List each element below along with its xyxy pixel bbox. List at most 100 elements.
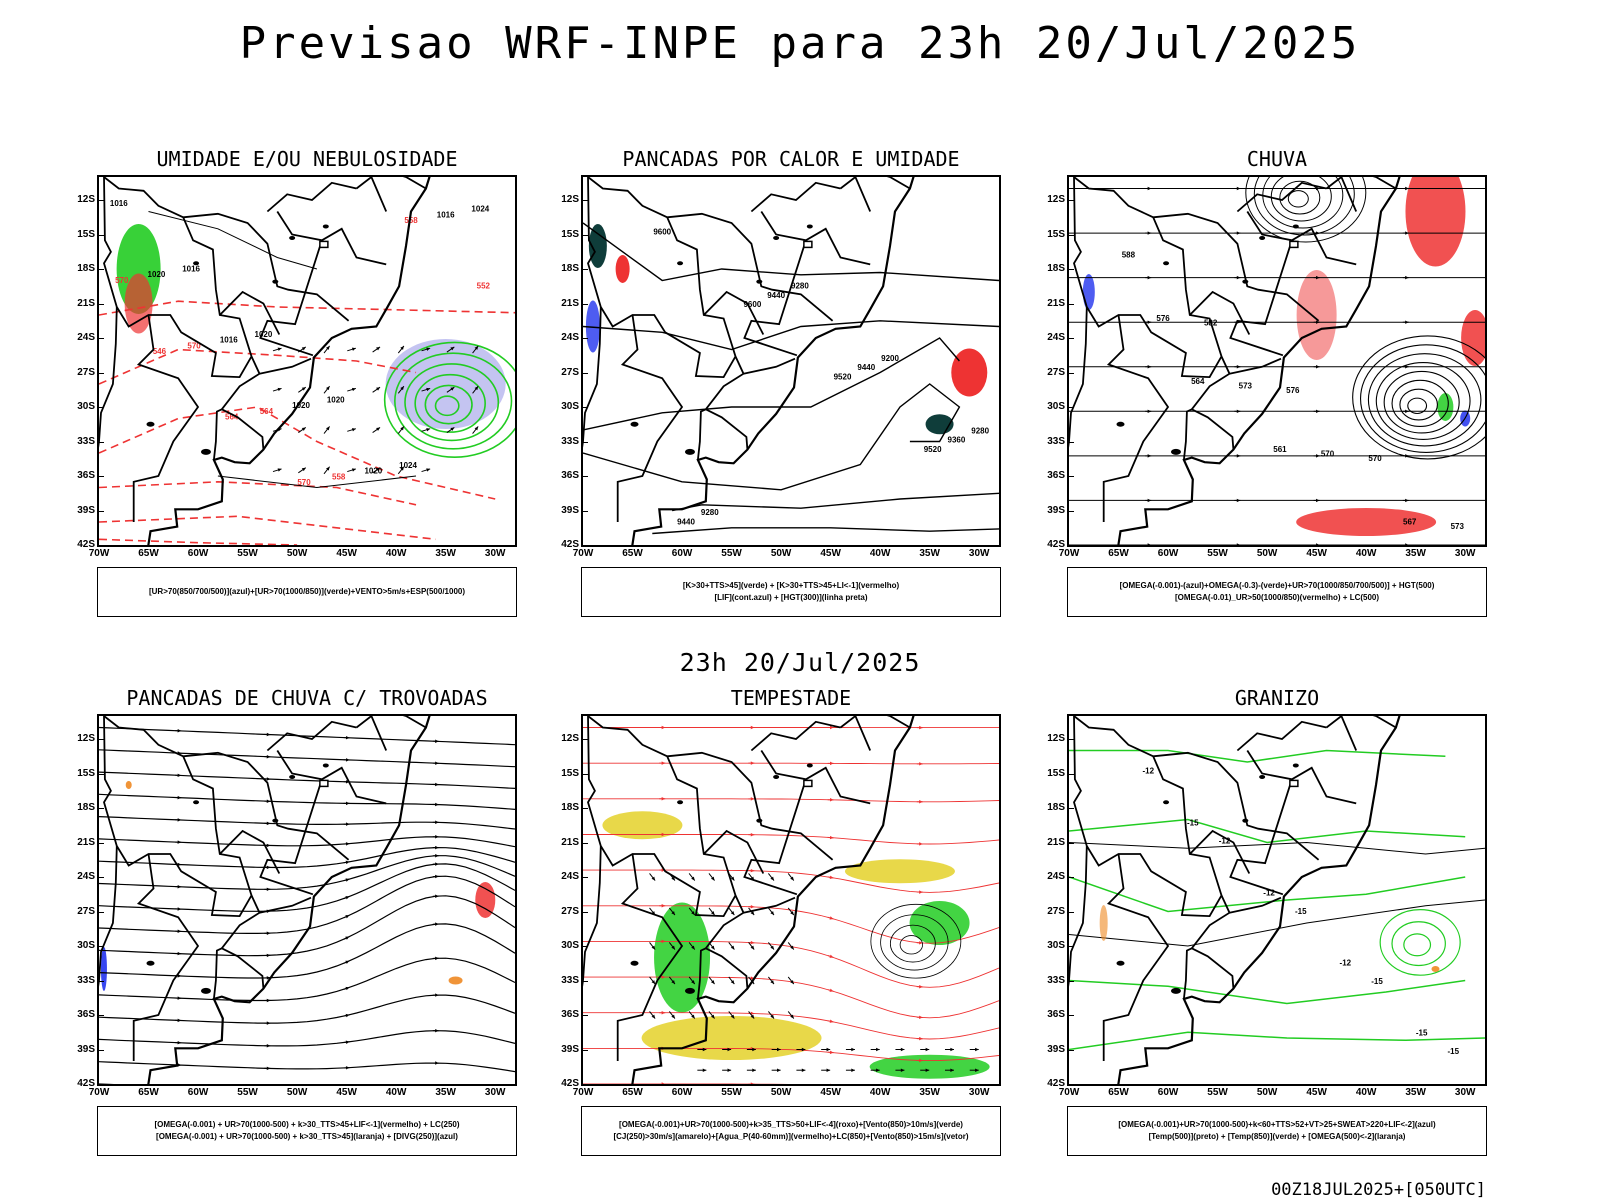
contour-label: 546 xyxy=(153,347,167,356)
cyclone-green-contours xyxy=(383,341,515,458)
cold-core-green xyxy=(1379,908,1461,976)
wind-vector xyxy=(343,914,350,919)
isoline xyxy=(1069,979,1466,1005)
wind-vector xyxy=(768,1011,775,1019)
political-border xyxy=(1183,408,1193,460)
wind-vector xyxy=(697,1047,707,1052)
streamline xyxy=(583,762,999,765)
political-border xyxy=(1189,290,1251,335)
wind-vector xyxy=(827,875,834,880)
lat-tick xyxy=(99,510,104,512)
wind-vector xyxy=(446,346,455,353)
political-border xyxy=(132,853,200,1061)
political-border xyxy=(697,408,707,460)
political-border xyxy=(587,177,749,450)
wind-vector xyxy=(343,895,350,900)
lat-tick-label: 30S xyxy=(561,401,579,412)
isoline xyxy=(148,211,318,270)
isoline xyxy=(583,337,960,431)
streamline xyxy=(583,798,999,803)
lif-blue-area xyxy=(585,300,600,353)
lat-tick-label: 27S xyxy=(1047,905,1065,917)
wind-vector xyxy=(787,1011,795,1019)
lat-tick-label: 18S xyxy=(1047,802,1065,813)
wind-vector xyxy=(1145,231,1152,235)
rain-red-area-2 xyxy=(1461,310,1485,366)
wind-vector xyxy=(264,821,271,826)
wind-vector xyxy=(1313,498,1320,503)
wind-vector xyxy=(1313,365,1320,369)
lat-tick xyxy=(99,234,104,236)
wind-vector xyxy=(728,907,735,916)
humidity-red-area xyxy=(124,273,153,334)
wind-vector xyxy=(722,1068,732,1072)
wind-vector xyxy=(1402,231,1409,235)
wind-vector xyxy=(472,345,479,354)
wind-vector xyxy=(372,467,381,474)
wind-vector xyxy=(920,1068,930,1072)
map-base xyxy=(1069,716,1401,1084)
wind-vector xyxy=(870,1047,880,1052)
panel-title: PANCADAS POR CALOR E UMIDADE xyxy=(622,147,960,171)
lat-tick xyxy=(1069,510,1074,512)
political-border xyxy=(1102,853,1170,1061)
contour-label: 9520 xyxy=(924,445,942,454)
cyclone-vectors xyxy=(870,903,962,979)
map-svg: 1016 1016 1020 1020 1024 1024 1020 1016 1020 1020… xyxy=(99,177,515,545)
wind-vector xyxy=(1145,320,1152,324)
contour-label: 1024 xyxy=(399,461,417,470)
political-border xyxy=(276,211,387,266)
lon-tick-label: 60W xyxy=(671,548,693,559)
wind-vector xyxy=(298,467,307,474)
lat-tick xyxy=(583,407,588,408)
lat-tick-label: 33S xyxy=(77,974,95,986)
wind-vector xyxy=(432,802,439,807)
wind-vector xyxy=(272,347,282,352)
political-border xyxy=(1372,177,1397,190)
political-border xyxy=(99,306,118,448)
lon-tick-label: 55W xyxy=(1207,1087,1228,1098)
wind-vector xyxy=(175,729,182,733)
map-svg: -12 -12 -15 -15 -15 -15 -12 -12 -15 xyxy=(1069,716,1485,1084)
lat-tick xyxy=(99,1084,104,1085)
wind-vector xyxy=(659,1082,666,1084)
lat-tick-label: 24S xyxy=(561,332,579,343)
political-border xyxy=(132,314,200,522)
lon-tick-label: 40W xyxy=(385,1087,407,1098)
legend-line: [LIF](cont.azul) + [HGT(300)](linha pret… xyxy=(714,593,868,602)
panel-legend: [OMEGA(-0.001)+UR>70(1000-500)+k<60+TTS>… xyxy=(1067,1106,1487,1156)
wind-vector xyxy=(827,954,834,958)
lat-tick xyxy=(1069,1084,1074,1085)
wind-vector xyxy=(1234,454,1241,458)
lat-tick xyxy=(99,407,104,408)
wind-vector xyxy=(1145,454,1152,458)
wind-vector xyxy=(659,832,666,837)
wind-vector xyxy=(323,345,330,354)
lat-tick-label: 42S xyxy=(1047,539,1065,550)
wind-vector xyxy=(1402,275,1409,280)
contour-label: 1020 xyxy=(148,270,166,279)
political-border xyxy=(583,306,602,448)
lat-tick-label: 36S xyxy=(561,470,579,481)
wind-vector xyxy=(264,1044,271,1048)
contour-label: 9280 xyxy=(701,508,719,517)
wind-vector xyxy=(397,345,405,354)
lake-marker xyxy=(630,421,639,427)
map-base xyxy=(99,716,431,1084)
map-plot xyxy=(581,714,1001,1086)
streamline xyxy=(99,1030,515,1047)
lat-tick xyxy=(583,510,588,512)
lake-marker xyxy=(200,987,211,994)
political-border xyxy=(839,177,872,212)
legend-line: [OMEGA(-0.001)+UR>70(1000-500)+k<60+TTS>… xyxy=(1118,1120,1436,1129)
lake-marker xyxy=(289,774,296,779)
lake-marker xyxy=(684,987,695,994)
lat-tick xyxy=(1069,234,1074,236)
wind-vector xyxy=(298,386,307,393)
lon-tick-label: 35W xyxy=(435,548,456,559)
political-border xyxy=(355,716,388,751)
lat-tick xyxy=(583,1015,588,1016)
contour-label: 552 xyxy=(477,282,491,291)
wind-vector xyxy=(264,799,271,803)
contour-label: 573 xyxy=(1239,382,1253,391)
